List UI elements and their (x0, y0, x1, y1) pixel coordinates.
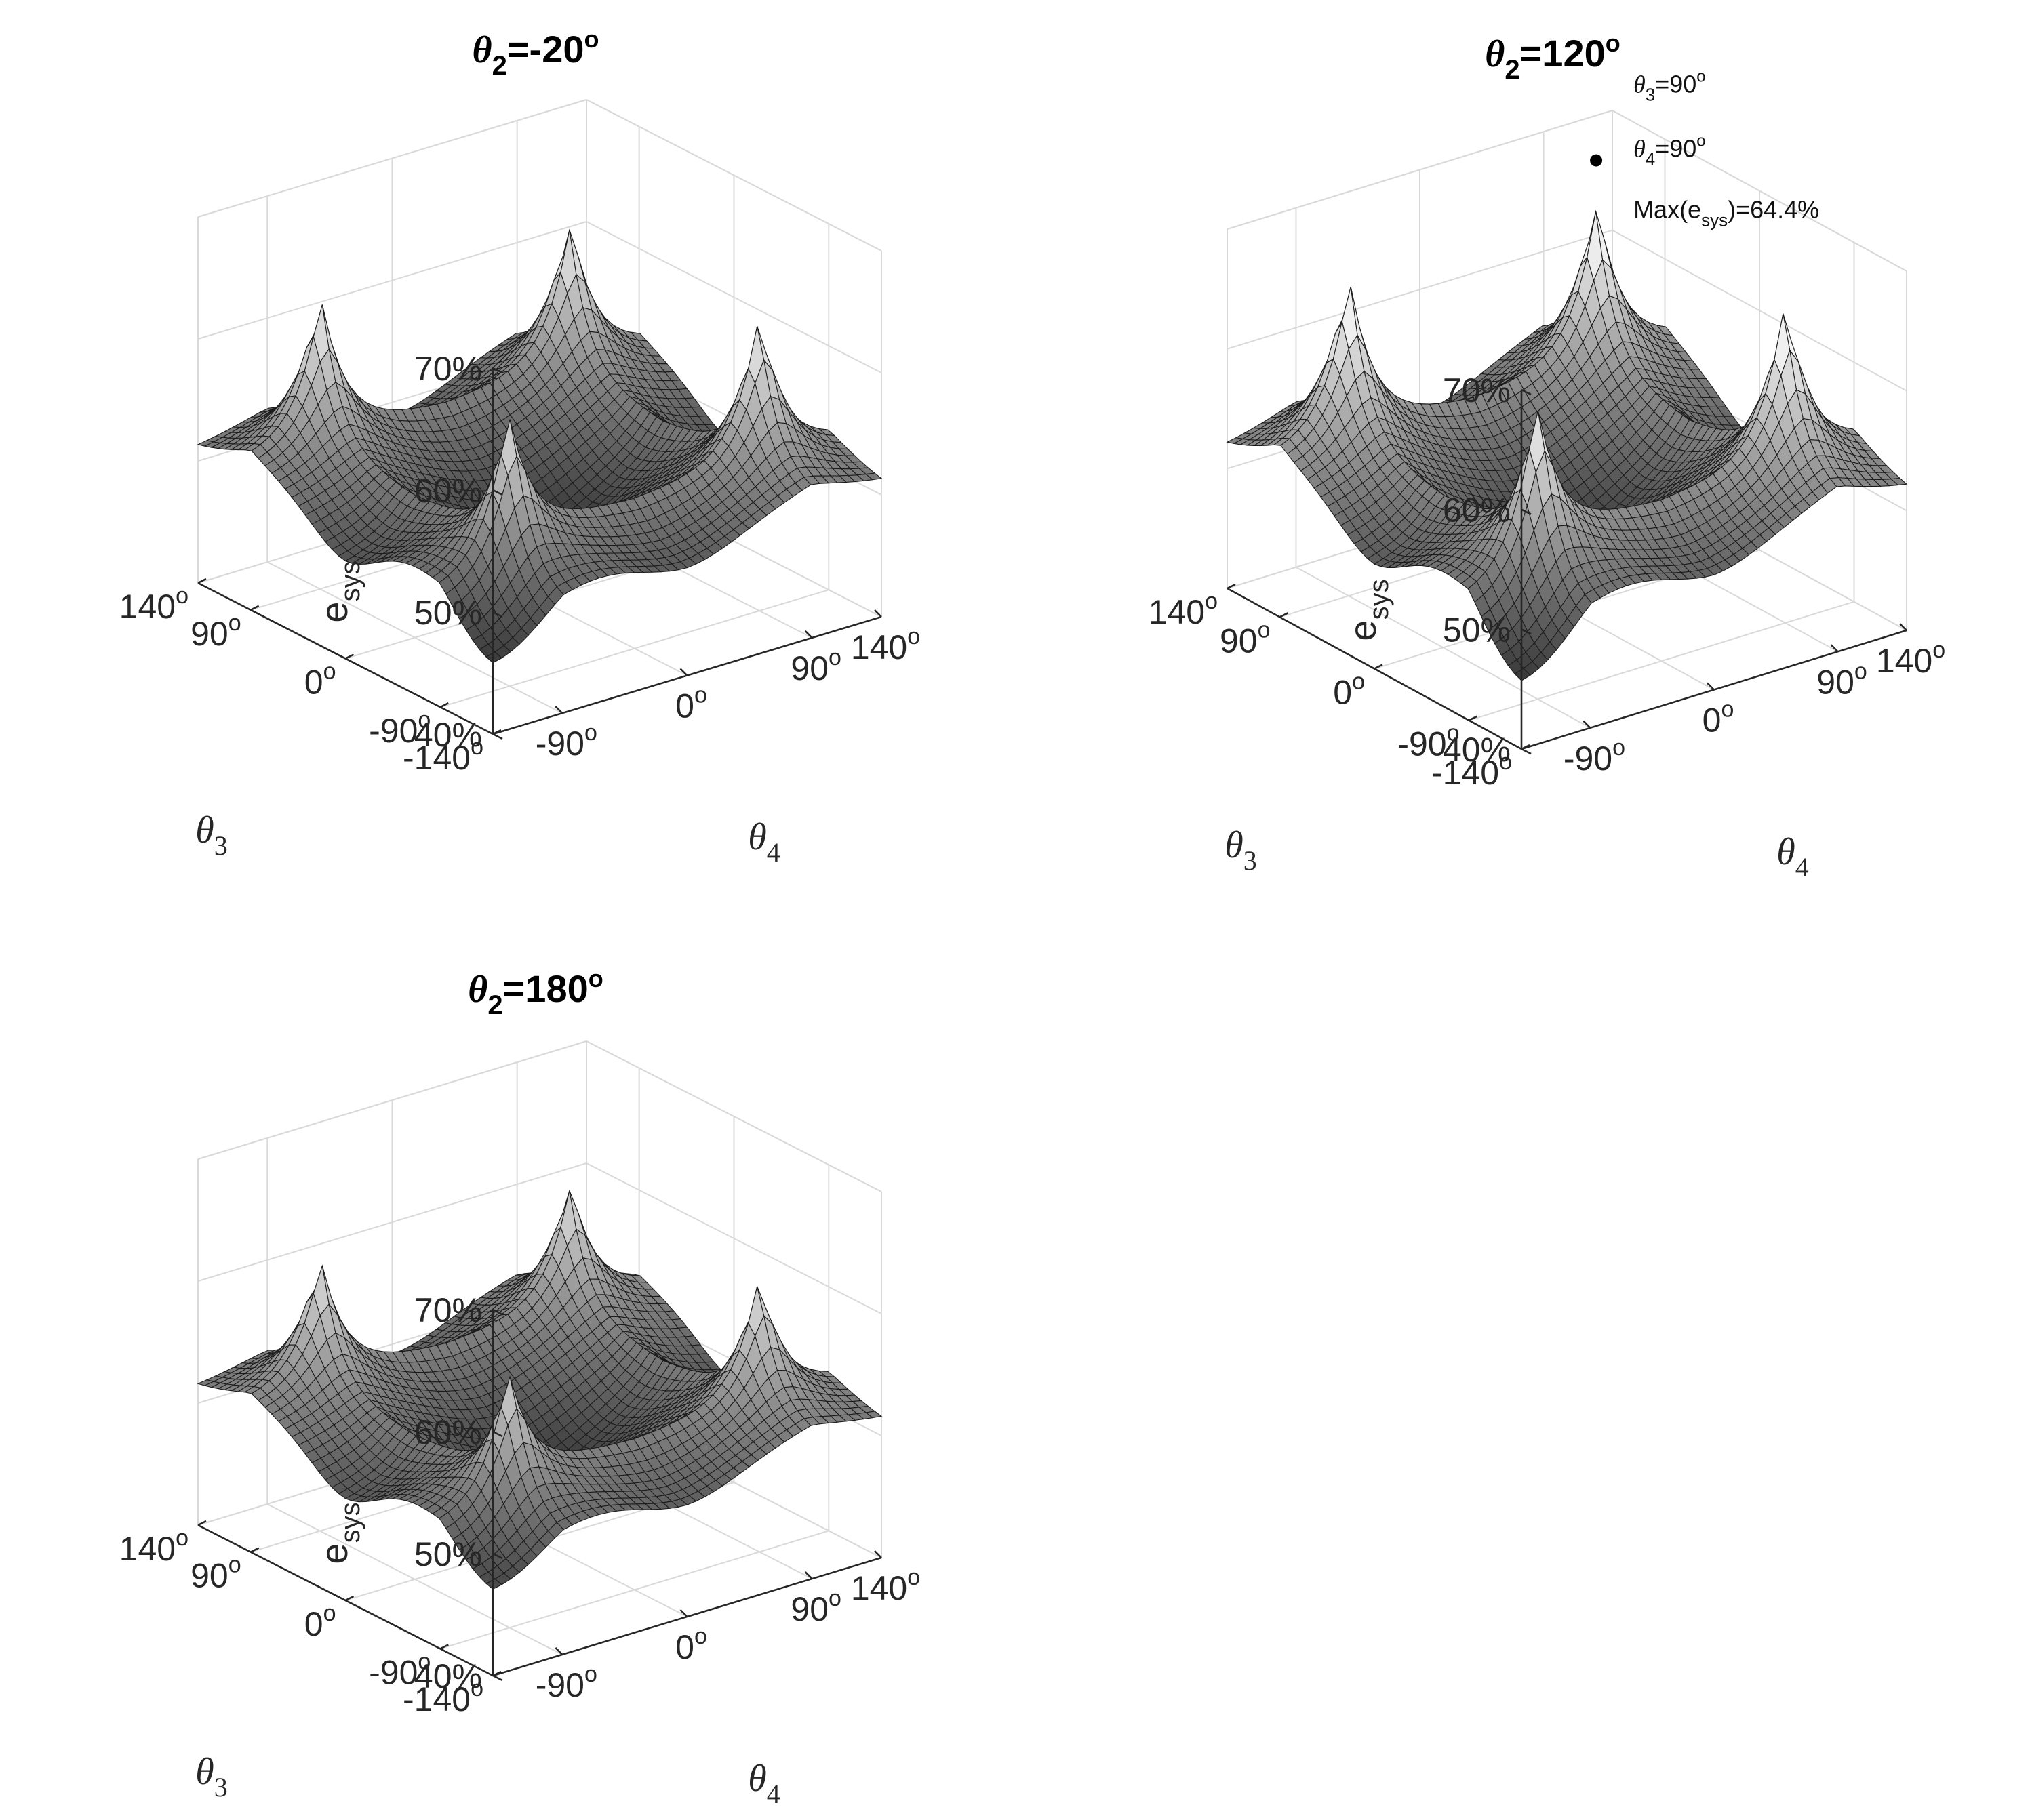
z-axis-label: esys (1341, 579, 1394, 641)
x-tick-label: 140o (119, 583, 188, 626)
y-tick-label: -90o (1564, 735, 1625, 777)
annotation-max: Max(esys)=64.4% (1633, 196, 1819, 230)
x-axis-label: θ3 (1225, 824, 1257, 876)
panel-title: θ2=120o (1485, 29, 1620, 85)
z-tick-label: 50% (414, 594, 482, 632)
z-tick-label: 70% (1443, 371, 1511, 409)
x-tick-label: 90o (191, 610, 241, 653)
y-tick-label: 90o (791, 645, 841, 687)
z-tick-label: 60% (1443, 491, 1511, 529)
max-point-marker (1590, 154, 1603, 167)
surface-mesh (1226, 209, 1908, 681)
z-axis-label: esys (313, 561, 365, 622)
z-tick (492, 733, 503, 740)
surface-mesh (197, 228, 883, 664)
y-tick-label: 90o (1816, 658, 1867, 701)
y-tick-label: 140o (851, 624, 920, 666)
y-axis-label: θ4 (748, 816, 780, 868)
x-tick-label: 0o (304, 659, 336, 702)
panel-title: θ2=-20o (473, 25, 599, 81)
z-tick-label: 60% (414, 472, 482, 510)
z-tick (1521, 748, 1532, 755)
annotation-theta3: θ3=90o (1633, 68, 1706, 105)
z-tick-label: 50% (1443, 611, 1511, 649)
x-tick-label: 90o (1220, 617, 1271, 660)
y-tick-label: 0o (675, 683, 707, 725)
z-tick-label: 70% (414, 350, 482, 388)
grid-line-top (197, 99, 587, 218)
y-tick-label: 140o (1876, 637, 1945, 680)
y-axis-label: θ4 (1776, 831, 1809, 883)
y-tick-label: 0o (1703, 697, 1734, 740)
annotation-theta4: θ4=90o (1633, 132, 1706, 169)
y-tick-label: -90o (536, 720, 597, 763)
x-tick-label: 0o (1333, 669, 1365, 712)
grid-line-y (266, 561, 563, 714)
grid-line-top (586, 99, 882, 251)
x-axis-label: θ3 (195, 809, 228, 861)
x-tick-label: 140o (1149, 588, 1218, 631)
